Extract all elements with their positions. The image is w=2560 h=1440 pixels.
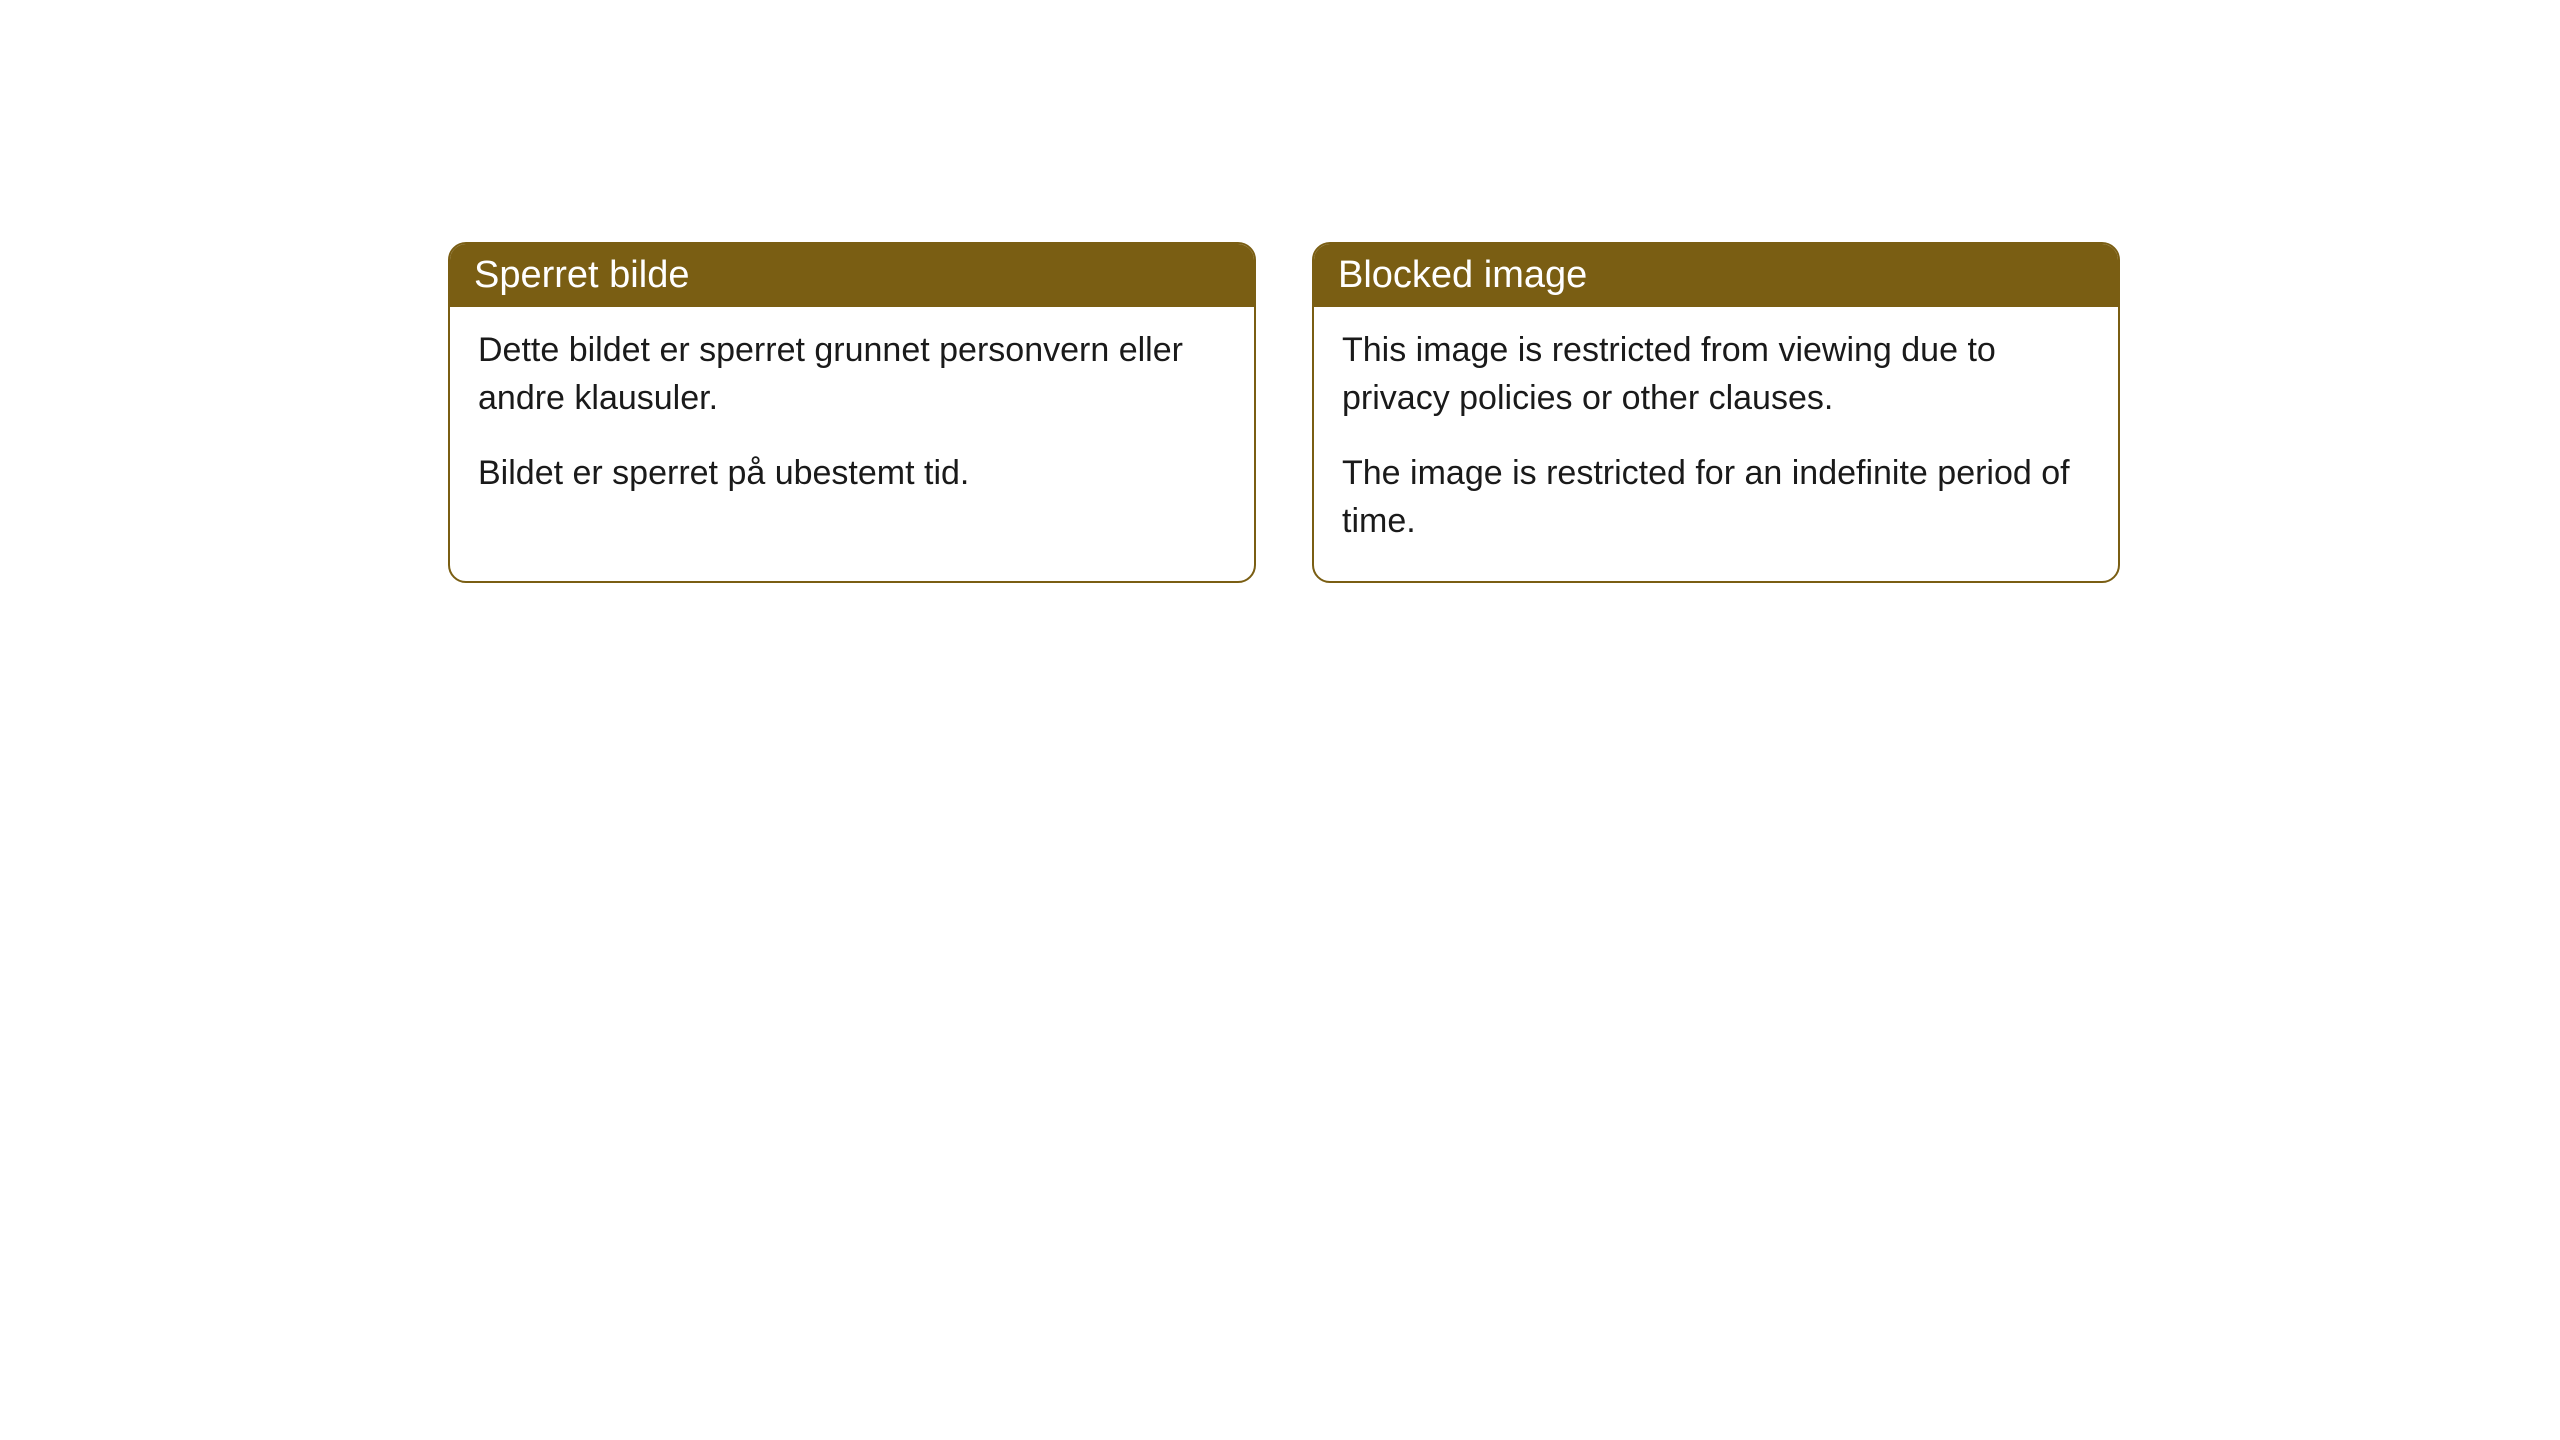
card-paragraph-2-english: The image is restricted for an indefinit… (1342, 450, 2090, 545)
card-header-norwegian: Sperret bilde (450, 244, 1254, 307)
card-paragraph-1-english: This image is restricted from viewing du… (1342, 327, 2090, 422)
card-body-english: This image is restricted from viewing du… (1314, 307, 2118, 581)
card-paragraph-1-norwegian: Dette bildet er sperret grunnet personve… (478, 327, 1226, 422)
blocked-image-card-norwegian: Sperret bilde Dette bildet er sperret gr… (448, 242, 1256, 583)
card-body-norwegian: Dette bildet er sperret grunnet personve… (450, 307, 1254, 534)
card-header-english: Blocked image (1314, 244, 2118, 307)
cards-container: Sperret bilde Dette bildet er sperret gr… (0, 0, 2560, 583)
card-paragraph-2-norwegian: Bildet er sperret på ubestemt tid. (478, 450, 1226, 498)
blocked-image-card-english: Blocked image This image is restricted f… (1312, 242, 2120, 583)
